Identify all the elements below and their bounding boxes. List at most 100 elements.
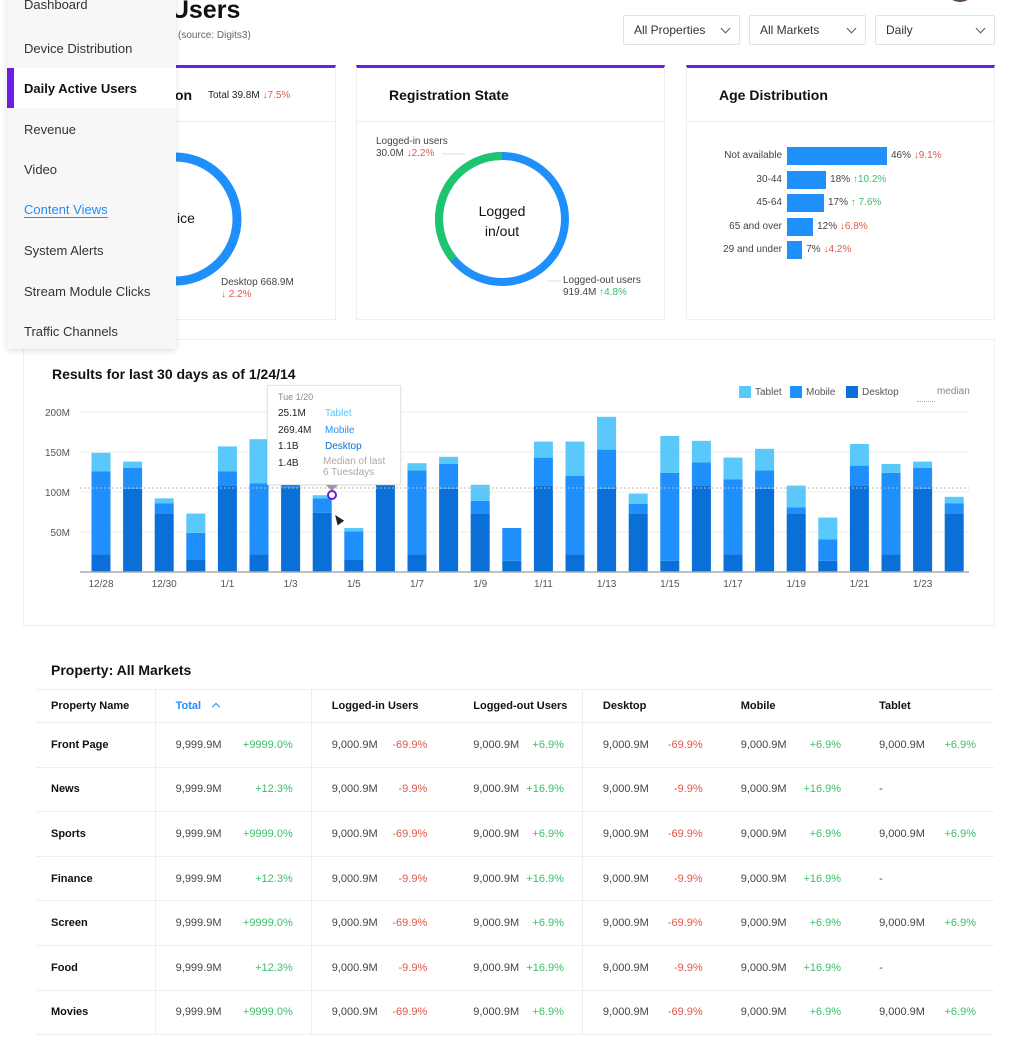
- x-tick-label: 1/5: [347, 579, 361, 590]
- menu-item-daily-active-users[interactable]: Daily Active Users: [7, 68, 176, 108]
- menu-item-traffic-channels[interactable]: Traffic Channels: [7, 311, 176, 351]
- tooltip-value: 1.4B: [278, 457, 299, 469]
- property-name[interactable]: News: [36, 767, 156, 813]
- bar-desktop-1-21: [849, 485, 869, 572]
- x-tick-label: 1/3: [284, 579, 298, 590]
- legend-median[interactable]: median: [937, 386, 970, 397]
- cell-change: +6.9%: [944, 990, 994, 1036]
- menu-item-revenue[interactable]: Revenue: [7, 109, 176, 149]
- property-name[interactable]: Sports: [36, 811, 156, 857]
- property-name[interactable]: Screen: [36, 900, 156, 946]
- y-tick-label: 50M: [51, 528, 70, 539]
- bar-tablet-1-19: [786, 485, 806, 508]
- chevron-down-icon: [846, 23, 857, 33]
- bar-mobile-1-22: [881, 472, 901, 555]
- properties-dropdown[interactable]: All Properties: [623, 15, 740, 45]
- menu-item-dashboard[interactable]: Dashboard: [7, 0, 176, 24]
- y-tick-label: 200M: [45, 408, 70, 419]
- desktop-label: Desktop 668.9M: [221, 277, 294, 288]
- bar-mobile-1-18: [755, 470, 775, 489]
- bar-mobile-12-30: [154, 503, 174, 514]
- property-name[interactable]: Finance: [36, 856, 156, 902]
- age-pct: 46%: [891, 150, 912, 161]
- table-row[interactable]: Screen 9,999.9M +9999.0% 9,000.9M -69.9% 9,00…: [36, 900, 994, 946]
- x-tick-label: 1/19: [786, 579, 806, 590]
- legend-swatch: [790, 386, 802, 398]
- cell-change: +6.9%: [526, 900, 583, 946]
- cell-value: 9,000.9M: [445, 945, 527, 991]
- legend-mobile[interactable]: Mobile: [790, 386, 835, 398]
- bar-desktop-1-16: [691, 485, 711, 572]
- menu-item-device-distribution[interactable]: Device Distribution: [7, 28, 176, 68]
- property-name[interactable]: Movies: [36, 990, 156, 1036]
- header-property-name[interactable]: Property Name: [36, 689, 156, 723]
- age-row: Not available 46% ↓9.1%: [687, 147, 996, 165]
- legend-tablet[interactable]: Tablet: [739, 386, 782, 398]
- cell-value: 9,000.9M: [581, 856, 668, 902]
- cell-value: 9,000.9M: [581, 990, 668, 1036]
- center-line-2: in/out: [484, 223, 520, 239]
- logged-in-change: ↓2.2%: [406, 148, 435, 159]
- bar-tablet-12-31: [186, 513, 206, 533]
- header-logged-out[interactable]: Logged-out Users: [445, 689, 583, 723]
- menu-item-label: Daily Active Users: [24, 80, 137, 96]
- bar-mobile-1-19: [786, 507, 806, 514]
- cell-value: 9,000.9M: [859, 900, 945, 946]
- property-name[interactable]: Front Page: [36, 722, 156, 768]
- bar-tablet-1-1: [217, 446, 237, 472]
- age-change: ↓6.8%: [839, 220, 868, 232]
- menu-item-system-alerts[interactable]: System Alerts: [7, 230, 176, 270]
- table-row[interactable]: Front Page 9,999.9M +9999.0% 9,000.9M -69.9%…: [36, 722, 994, 768]
- period-dropdown[interactable]: Daily: [875, 15, 995, 45]
- menu-item-content-views[interactable]: Content Views: [7, 190, 176, 230]
- table-row[interactable]: Movies 9,999.9M +9999.0% 9,000.9M -69.9% 9,00…: [36, 990, 994, 1036]
- cell-value: 9,000.9M: [310, 811, 392, 857]
- table-row[interactable]: Finance 9,999.9M +12.3% 9,000.9M -9.9% 9,000.…: [36, 856, 994, 902]
- cell-change: +16.9%: [526, 945, 583, 991]
- legend-label: Desktop: [862, 386, 899, 398]
- bar-mobile-1-15: [660, 472, 680, 561]
- legend-swatch: [739, 386, 751, 398]
- age-change: ↑10.2%: [852, 173, 887, 185]
- bar-desktop-1-20: [818, 560, 838, 572]
- donut-center-label: ice: [177, 210, 195, 226]
- avatar[interactable]: [945, 0, 975, 2]
- bar-desktop-1-15: [660, 560, 680, 572]
- bar-tablet-1-15: [660, 436, 680, 473]
- tooltip-date: Tue 1/20: [278, 392, 314, 402]
- bar-mobile-1-14: [628, 504, 648, 514]
- tooltip-label: Median of last 6 Tuesdays: [322, 455, 386, 478]
- header-mobile[interactable]: Mobile: [720, 689, 860, 723]
- bar-mobile-1-13: [597, 449, 617, 489]
- table-row[interactable]: Food 9,999.9M +12.3% 9,000.9M -9.9% 9,000.9M +…: [36, 945, 994, 991]
- bar-mobile-12-29: [123, 468, 143, 489]
- cell-value: 9,000.9M: [720, 945, 804, 991]
- age-label: Not available: [724, 150, 782, 161]
- legend-desktop[interactable]: Desktop: [846, 386, 899, 398]
- hover-point-marker[interactable]: [327, 490, 337, 500]
- cell-change: +6.9%: [526, 990, 583, 1036]
- markets-dropdown-value: All Markets: [760, 23, 820, 37]
- header-desktop[interactable]: Desktop: [581, 689, 721, 723]
- header-logged-in[interactable]: Logged-in Users: [310, 689, 446, 723]
- cell-value: 9,000.9M: [581, 722, 668, 768]
- logged-out-label: Logged-out users: [563, 275, 641, 286]
- cell-change: +6.9%: [803, 900, 860, 946]
- table-row[interactable]: News 9,999.9M +12.3% 9,000.9M -9.9% 9,000.9M +…: [36, 767, 994, 813]
- menu-item-video[interactable]: Video: [7, 149, 176, 189]
- table-row[interactable]: Sports 9,999.9M +9999.0% 9,000.9M -69.9% 9,00…: [36, 811, 994, 857]
- x-tick-label: 1/15: [660, 579, 680, 590]
- total-value: Total 39.8M: [208, 90, 260, 101]
- bar-tablet-1-22: [881, 464, 901, 473]
- header-total[interactable]: Total: [154, 689, 312, 723]
- age-change: ↓9.1%: [913, 150, 942, 161]
- header-tablet[interactable]: Tablet: [859, 689, 994, 723]
- menu-item-stream-module-clicks[interactable]: Stream Module Clicks: [7, 271, 176, 311]
- markets-dropdown[interactable]: All Markets: [749, 15, 866, 45]
- property-name[interactable]: Food: [36, 945, 156, 991]
- cell-value: 9,000.9M: [720, 811, 804, 857]
- cell-change: +6.9%: [944, 900, 994, 946]
- age-change: ↓4.2%: [823, 244, 852, 255]
- age-value: 17% ↑ 7.6%: [828, 197, 881, 208]
- cell-value: 9,999.9M: [154, 900, 234, 946]
